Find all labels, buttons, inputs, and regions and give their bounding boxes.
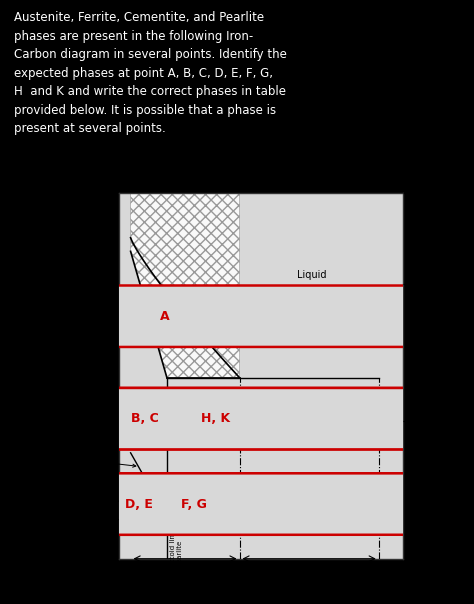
Text: A₁ transition
temperature: A₁ transition temperature	[34, 517, 127, 544]
Y-axis label: Temperature, °F: Temperature, °F	[439, 342, 448, 410]
Text: Liquid: Liquid	[297, 270, 327, 280]
Text: A₃ transition
temperature line: A₃ transition temperature line	[18, 446, 136, 467]
Text: A: A	[160, 310, 170, 323]
Text: Austenite, Ferrite, Cementite, and Pearlite
phases are present in the following : Austenite, Ferrite, Cementite, and Pearl…	[14, 11, 287, 135]
Text: A₂ transition
temperature line
(770°C/1418°F): A₂ transition temperature line (770°C/14…	[18, 489, 127, 519]
Text: D, E: D, E	[125, 498, 153, 510]
Text: Liquid
and solid: Liquid and solid	[219, 327, 260, 347]
Text: Steels: Steels	[172, 569, 198, 578]
Circle shape	[0, 286, 474, 347]
Circle shape	[0, 388, 474, 449]
Text: B, C: B, C	[131, 412, 159, 425]
Text: Cast irons: Cast irons	[288, 569, 330, 578]
Polygon shape	[131, 238, 239, 378]
Text: F, G: F, G	[181, 498, 207, 510]
Text: Eutectoid line
all pearlite: Eutectoid line all pearlite	[170, 530, 182, 578]
Circle shape	[0, 474, 474, 535]
Text: H, K: H, K	[201, 412, 230, 425]
Y-axis label: Temperature, °C: Temperature, °C	[73, 342, 82, 410]
Circle shape	[0, 388, 474, 449]
Polygon shape	[131, 193, 379, 378]
Circle shape	[0, 474, 474, 535]
